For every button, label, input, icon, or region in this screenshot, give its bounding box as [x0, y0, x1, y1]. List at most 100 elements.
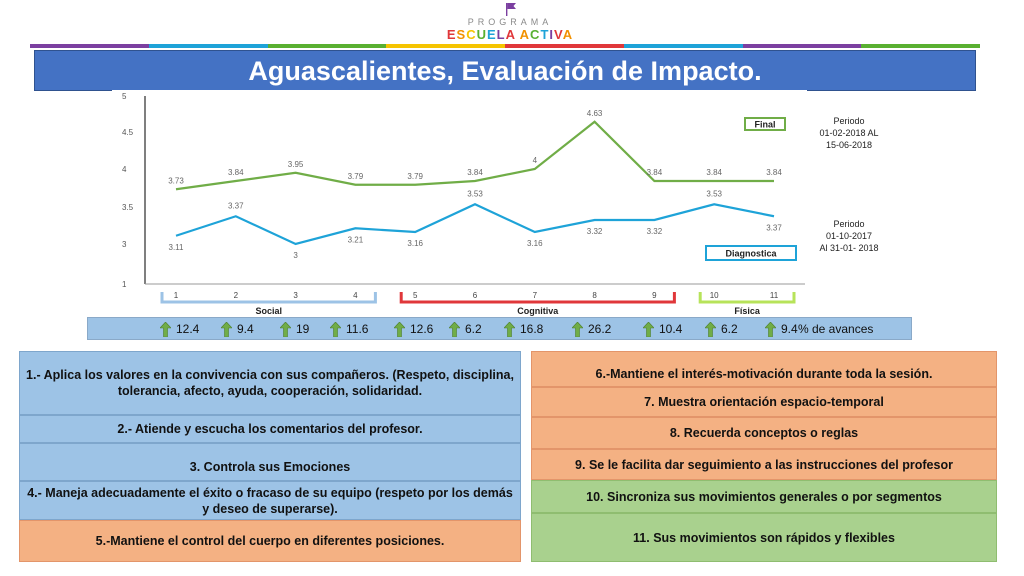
legend-final-label: Final	[754, 120, 775, 130]
color-stripe	[861, 44, 980, 48]
data-label: 3.84	[228, 168, 244, 177]
data-label: 3.73	[168, 176, 184, 185]
data-label: 3.84	[647, 168, 663, 177]
item-11-box: 11. Sus movimientos son rápidos y flexib…	[531, 513, 997, 562]
legend-diagnostica-label: Diagnostica	[725, 249, 777, 259]
item-3-box: 3. Controla sus Emociones	[19, 443, 521, 481]
period-diagnostica: Periodo 01-10-2017 Al 31-01- 2018	[804, 218, 894, 254]
item-10-box: 10. Sincroniza sus movimientos generales…	[531, 480, 997, 513]
logo-letter: E	[446, 27, 457, 42]
avance-item: 26.2	[572, 321, 611, 337]
plot-area	[112, 90, 807, 288]
page-title: Aguascalientes, Evaluación de Impacto.	[34, 50, 976, 91]
avance-value: 19	[296, 322, 310, 336]
data-label: 3.79	[348, 172, 364, 181]
data-label: 3.32	[587, 227, 603, 236]
logo-letter: U	[476, 27, 487, 42]
data-label: 3.37	[228, 201, 244, 210]
item-7-box: 7. Muestra orientación espacio-temporal	[531, 387, 997, 417]
arrow-up-icon	[572, 321, 583, 337]
item-8-box: 8. Recuerda conceptos o reglas	[531, 417, 997, 449]
data-label: 3.84	[467, 168, 483, 177]
avance-item: 12.6	[394, 321, 433, 337]
avance-item: 6.2	[705, 321, 738, 337]
x-tick-label: 10	[710, 291, 719, 300]
logo-letter: S	[456, 27, 467, 42]
period-final: Periodo 01-02-2018 AL 15-06-2018	[804, 115, 894, 151]
logo-letter: T	[540, 27, 550, 42]
data-label: 3.16	[527, 239, 543, 248]
item-5-box: 5.-Mantiene el control del cuerpo en dif…	[19, 520, 521, 562]
period-final-line2: 01-02-2018 AL	[819, 128, 879, 138]
logo-letter: V	[554, 27, 563, 42]
x-tick-label: 5	[413, 291, 418, 300]
color-stripe	[148, 44, 268, 48]
item-1-box: 1.- Aplica los valores en la convivencia…	[19, 351, 521, 415]
logo-letter: E	[486, 27, 497, 42]
logo-letter: C	[530, 27, 541, 42]
x-tick-label: 7	[533, 291, 538, 300]
data-label: 3.95	[288, 160, 304, 169]
item-2-box: 2.- Atiende y escucha los comentarios de…	[19, 415, 521, 443]
y-tick-label: 1	[122, 280, 127, 289]
x-tick-label: 9	[652, 291, 657, 300]
avance-item: 11.6	[330, 321, 368, 337]
line-chart: 1 3 3.5 4 4.5 5 3.73 3.84 3.95 3.79 3.79 3.84 4 4.63 3…	[112, 90, 807, 316]
data-label: 3.21	[348, 235, 364, 244]
arrow-up-icon	[765, 321, 776, 337]
logo-letter: L	[496, 27, 506, 42]
escuela-activa-logo: PROGRAMA ESCUELA ACTIVA	[430, 2, 590, 46]
color-stripe	[742, 44, 862, 48]
data-label: 3.32	[647, 227, 663, 236]
avance-item: 12.4	[160, 321, 199, 337]
item-4-box: 4.- Maneja adecuadamente el éxito o frac…	[19, 481, 521, 520]
period-diag-line1: Periodo	[833, 219, 865, 229]
logo-letter: A	[505, 27, 516, 42]
series-line-final	[175, 120, 774, 191]
y-tick-label: 3	[122, 240, 127, 249]
arrow-up-icon	[280, 321, 291, 337]
data-label: 3.53	[706, 189, 722, 198]
data-label: 4.63	[587, 109, 603, 118]
legend-final-box	[744, 117, 786, 131]
logo-letter: I	[549, 27, 555, 42]
period-diag-line2: 01-10-2017	[825, 231, 873, 241]
logo-letter: A	[519, 27, 531, 42]
data-label: 3.84	[766, 168, 782, 177]
arrow-up-icon	[504, 321, 515, 337]
avance-value: 11.6	[346, 322, 369, 336]
avance-value: 6.2	[721, 322, 738, 336]
period-final-line1: Periodo	[833, 116, 865, 126]
group-bracket	[698, 292, 796, 304]
legend-diagnostica-box	[705, 245, 797, 261]
logo-letter: A	[562, 27, 574, 42]
series-line-diagnostica	[175, 203, 775, 246]
group-label: Física	[734, 306, 761, 316]
data-label: 3.53	[467, 189, 483, 198]
avance-item: 19	[280, 321, 309, 337]
arrow-up-icon	[330, 321, 341, 337]
avance-value: 9.4	[237, 322, 254, 336]
data-label: 3.16	[407, 239, 423, 248]
color-stripes	[30, 44, 980, 48]
period-final-line3: 15-06-2018	[825, 140, 873, 150]
logo-brand-text: ESCUELA ACTIVA	[430, 27, 590, 42]
avance-value: 12.4	[176, 322, 200, 336]
color-stripe	[267, 44, 387, 48]
data-label: 3	[293, 251, 298, 260]
arrow-up-icon	[160, 321, 171, 337]
arrow-up-icon	[643, 321, 654, 337]
avance-value: 6.2	[465, 322, 482, 336]
group-label: Social	[255, 306, 282, 316]
logo-letter: C	[466, 27, 477, 42]
color-stripe	[505, 44, 624, 48]
y-tick-label: 4	[122, 165, 127, 174]
period-diag-line3: Al 31-01- 2018	[819, 243, 879, 253]
item-6-box: 6.-Mantiene el interés-motivación durant…	[531, 351, 997, 387]
avances-bar: % de avances 12.4 9.4 19 11.6 12.6 6.2 16.8 26.…	[87, 317, 912, 340]
group-bracket	[160, 292, 377, 304]
arrow-up-icon	[705, 321, 716, 337]
item-9-box: 9. Se le facilita dar seguimiento a las …	[531, 449, 997, 480]
avance-value: 16.8	[520, 322, 544, 336]
avance-item: 10.4	[643, 321, 682, 337]
